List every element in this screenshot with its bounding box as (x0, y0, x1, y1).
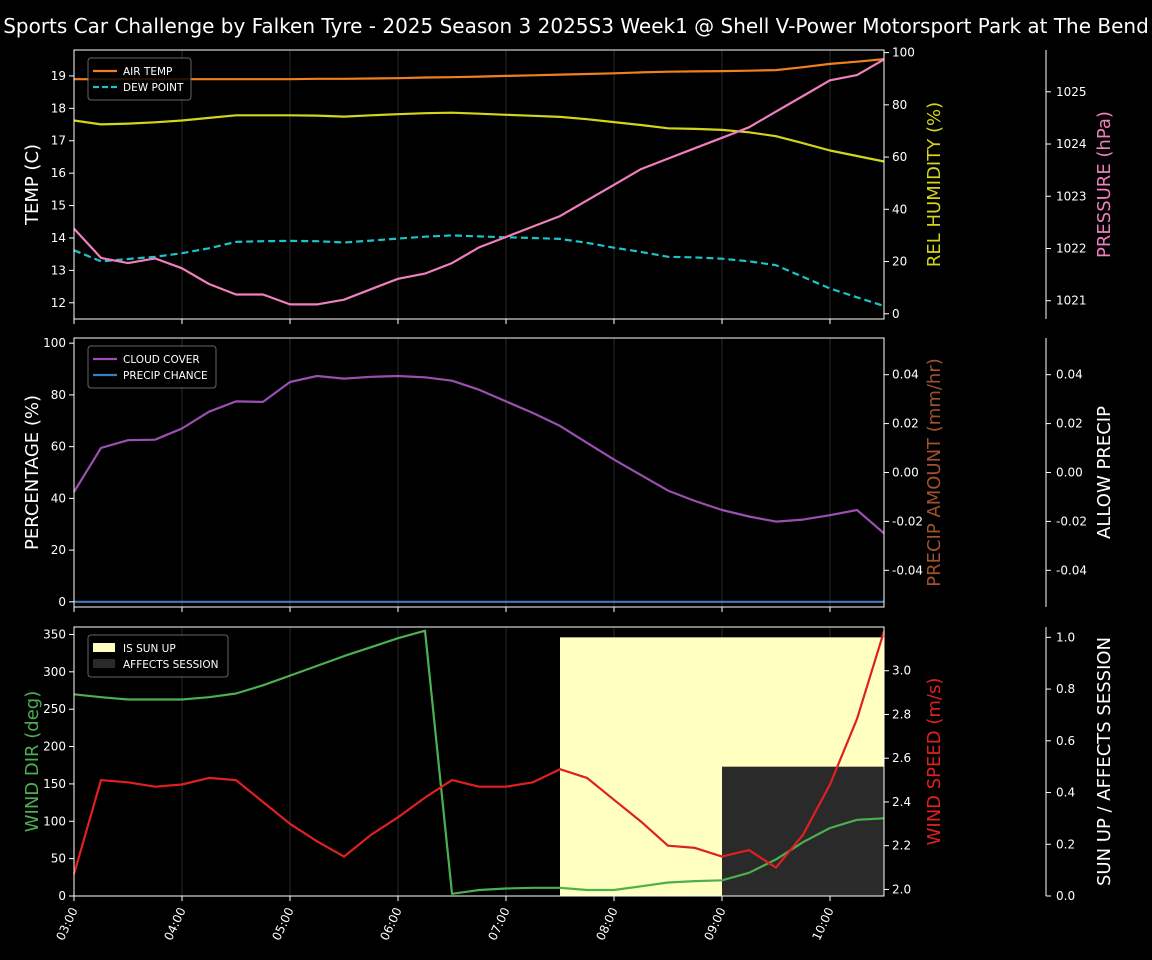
third-tick-label: 0.2 (1056, 837, 1075, 851)
plot-frame (73, 49, 885, 320)
third-tick-label: 0.4 (1056, 786, 1075, 800)
series-rel-humidity (73, 111, 885, 163)
right-tick-label: 2.8 (892, 707, 911, 721)
x-tick-label: 10:00 (809, 905, 836, 942)
left-tick-label: 0 (58, 595, 66, 609)
series-dew-point (73, 234, 885, 308)
legend-label: DEW POINT (123, 82, 184, 94)
right-tick-label: 2.2 (892, 839, 911, 853)
right-axis-label: WIND SPEED (m/s) (924, 678, 945, 846)
third-tick-label: 0.04 (1056, 368, 1083, 382)
right-tick-label: 0.02 (892, 417, 919, 431)
legend-label: IS SUN UP (123, 643, 176, 655)
plot-frame (73, 626, 885, 897)
left-tick-label: 17 (51, 134, 66, 148)
panel-2: 0 20 40 60 80 100 -0.04 -0.02 0.00 0.02 0.04 -0.04 -… (22, 336, 1115, 612)
left-tick-label: 350 (43, 627, 66, 641)
left-tick-label: 250 (43, 702, 66, 716)
third-tick-label: 1024 (1056, 137, 1087, 151)
x-tick-label: 04:00 (161, 905, 188, 942)
right-tick-label: 80 (892, 98, 907, 112)
x-tick-label: 05:00 (269, 905, 296, 942)
left-tick-label: 16 (51, 166, 66, 180)
right-tick-label: 3.0 (892, 664, 911, 678)
left-tick-label: 15 (51, 199, 66, 213)
right-tick-label: 0.04 (892, 368, 919, 382)
left-axis-label: WIND DIR (deg) (22, 691, 43, 833)
legend-swatch (93, 643, 115, 652)
left-tick-label: 60 (51, 440, 66, 454)
left-tick-label: 300 (43, 665, 66, 679)
legend-swatch (93, 659, 115, 668)
left-tick-label: 100 (43, 336, 66, 350)
legend-label: AIR TEMP (123, 66, 172, 78)
legend-label: AFFECTS SESSION (123, 659, 219, 671)
third-tick-label: 1023 (1056, 189, 1087, 203)
x-tick-label: 06:00 (377, 905, 404, 942)
series-cloud-cover (73, 374, 885, 535)
panel-1: 12 13 14 15 16 17 18 19 0 20 40 60 80 100 1021 1022 1023… (22, 46, 1115, 324)
series-wind-dir (73, 629, 885, 895)
right-tick-label: 0.00 (892, 466, 919, 480)
third-tick-label: 1025 (1056, 85, 1087, 99)
x-tick-label: 09:00 (701, 905, 728, 942)
left-tick-label: 100 (43, 814, 66, 828)
left-tick-label: 13 (51, 263, 66, 277)
left-axis-label: TEMP (C) (22, 144, 43, 226)
left-tick-label: 40 (51, 491, 66, 505)
x-tick-label: 08:00 (593, 905, 620, 942)
series-air-temp (74, 58, 885, 81)
right-tick-label: 100 (892, 46, 915, 60)
right-tick-label: -0.04 (892, 563, 923, 577)
legend-box (87, 57, 192, 101)
legend-box (87, 345, 217, 389)
third-axis-label: ALLOW PRECIP (1094, 406, 1115, 539)
third-axis-label: SUN UP / AFFECTS SESSION (1094, 637, 1115, 886)
left-tick-label: 20 (51, 543, 66, 557)
left-tick-label: 200 (43, 740, 66, 754)
left-tick-label: 50 (51, 852, 66, 866)
third-tick-label: 0.6 (1056, 734, 1075, 748)
right-tick-label: 40 (892, 202, 907, 216)
x-tick-label: 03:00 (53, 905, 80, 942)
right-tick-label: 2.6 (892, 751, 911, 765)
right-tick-label: 60 (892, 150, 907, 164)
third-tick-label: 1022 (1056, 241, 1087, 255)
legend-box (87, 634, 229, 678)
third-tick-label: 1021 (1056, 294, 1087, 308)
chart-title: Sports Car Challenge by Falken Tyre - 20… (3, 14, 1149, 38)
series-pressure (73, 58, 885, 306)
third-tick-label: -0.04 (1056, 563, 1087, 577)
left-tick-label: 18 (51, 101, 66, 115)
left-tick-label: 150 (43, 777, 66, 791)
third-axis-label: PRESSURE (hPa) (1094, 111, 1115, 258)
right-tick-label: 20 (892, 255, 907, 269)
series-wind-speed (72, 631, 886, 875)
left-tick-label: 0 (58, 889, 66, 903)
right-axis-label: PRECIP AMOUNT (mm/hr) (924, 358, 945, 587)
left-tick-label: 14 (51, 231, 66, 245)
right-tick-label: -0.02 (892, 514, 923, 528)
third-tick-label: -0.02 (1056, 514, 1087, 528)
third-tick-label: 0.02 (1056, 417, 1083, 431)
left-axis-label: PERCENTAGE (%) (22, 395, 43, 550)
right-tick-label: 2.0 (892, 882, 911, 896)
right-tick-label: 2.4 (892, 795, 911, 809)
left-tick-label: 12 (51, 296, 66, 310)
panel-3: 0 50 100 150 200 250 300 350 2.0 2.2 2.4 2.6 2.8 3.0 0… (22, 626, 1115, 943)
third-tick-label: 0.8 (1056, 682, 1075, 696)
third-tick-label: 0.0 (1056, 889, 1075, 903)
third-tick-label: 0.00 (1056, 466, 1083, 480)
band-affects-session (722, 766, 884, 896)
left-tick-label: 19 (51, 69, 66, 83)
third-tick-label: 1.0 (1056, 630, 1075, 644)
x-tick-label: 07:00 (485, 905, 512, 942)
legend-label: CLOUD COVER (123, 354, 200, 366)
right-axis-label: REL HUMIDITY (%) (924, 102, 945, 267)
legend-label: PRECIP CHANCE (123, 370, 208, 382)
left-tick-label: 80 (51, 388, 66, 402)
right-tick-label: 0 (892, 307, 900, 321)
